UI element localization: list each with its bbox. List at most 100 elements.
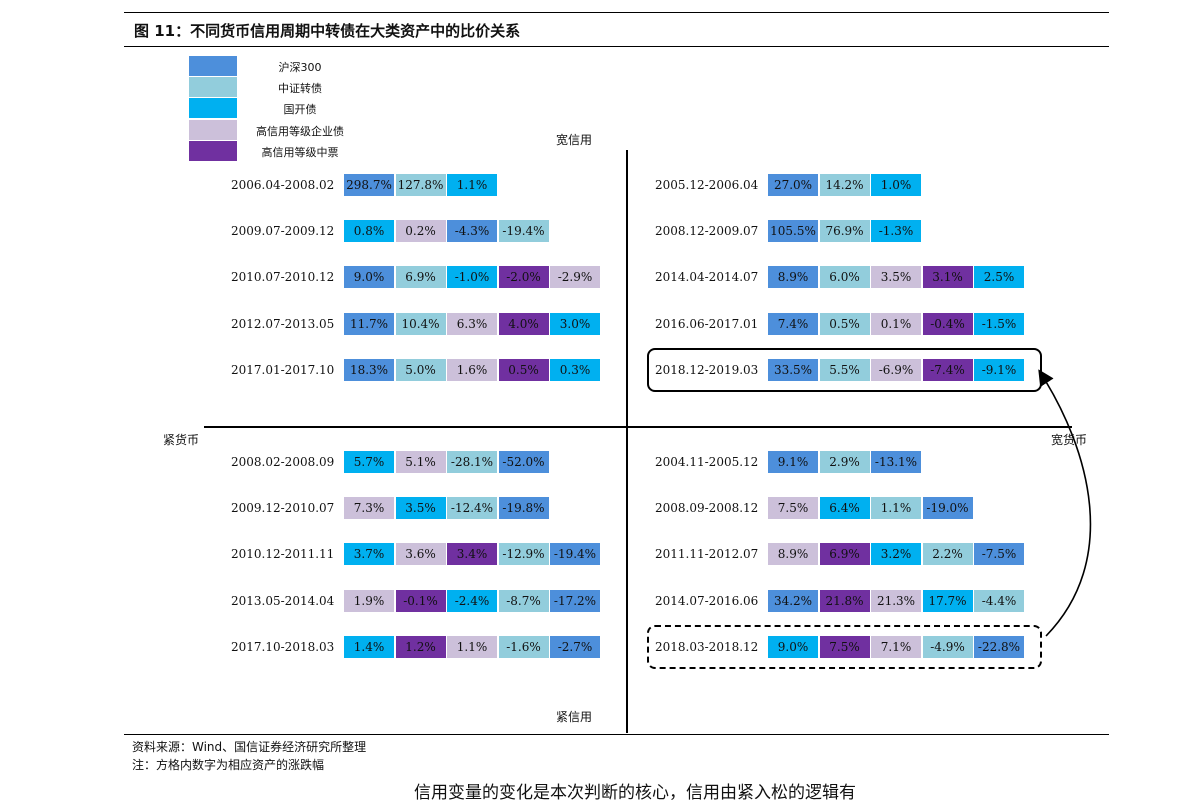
value-cell: 1.1% <box>871 497 921 520</box>
value-cell: -1.6% <box>498 635 549 658</box>
legend-label: 中证转债 <box>278 82 322 96</box>
value-cell: 6.9% <box>395 266 446 289</box>
value-cell: -0.1% <box>395 589 446 612</box>
value-cell: 6.0% <box>819 266 870 289</box>
legend-swatch <box>189 140 237 161</box>
value-cell: -7.4% <box>922 358 973 381</box>
value-cell: 0.2% <box>395 220 446 243</box>
value-cell: 105.5% <box>768 220 818 243</box>
axis-bottom-label: 紧信用 <box>556 710 593 724</box>
value-cell: -2.9% <box>550 266 600 289</box>
value-cell: 21.8% <box>819 589 870 612</box>
period-label: 2014.04-2014.07 <box>655 270 759 285</box>
value-cell: 3.5% <box>871 266 921 289</box>
value-cell: -19.4% <box>498 220 549 243</box>
value-cell: -19.8% <box>498 497 549 520</box>
value-cell: 2.2% <box>922 543 973 566</box>
value-cell: -19.0% <box>922 497 973 520</box>
value-cell: 14.2% <box>819 174 870 196</box>
legend-swatch <box>189 56 237 76</box>
period-label: 2013.05-2014.04 <box>231 593 335 608</box>
value-cell: 3.6% <box>395 543 446 566</box>
value-cell: 76.9% <box>819 220 870 243</box>
period-label: 2018.12-2019.03 <box>655 362 759 377</box>
axis-right-label: 宽货币 <box>1051 433 1088 447</box>
period-label: 2008.02-2008.09 <box>231 455 335 469</box>
value-cell: 0.5% <box>819 312 870 335</box>
value-cell: 8.9% <box>768 266 818 289</box>
period-label: 2009.07-2009.12 <box>231 224 335 239</box>
value-cell: 3.5% <box>395 497 446 520</box>
value-cell: 298.7% <box>344 174 394 196</box>
figure-title: 图 11：不同货币信用周期中转债在大类资产中的比价关系 <box>134 22 521 40</box>
value-cell: 1.2% <box>395 635 446 658</box>
value-cell: 3.7% <box>344 543 394 566</box>
value-cell: 9.0% <box>344 266 394 289</box>
value-cell: 6.3% <box>447 312 497 335</box>
value-cell: 33.5% <box>768 358 818 381</box>
value-cell: 8.9% <box>768 543 818 566</box>
period-label: 2010.12-2011.11 <box>231 547 335 562</box>
legend-label: 国开债 <box>283 103 317 117</box>
value-cell: -0.4% <box>922 312 973 335</box>
title-rule <box>124 46 1109 47</box>
value-cell: 3.0% <box>550 312 600 335</box>
value-cell: -4.9% <box>922 635 973 658</box>
value-cell: -1.0% <box>447 266 497 289</box>
period-label: 2011.11-2012.07 <box>655 547 759 562</box>
legend-swatch <box>189 119 237 140</box>
value-cell: -17.2% <box>550 589 600 612</box>
value-cell: 7.5% <box>768 497 818 520</box>
value-cell: 3.4% <box>447 543 497 566</box>
value-cell: 2.5% <box>974 266 1024 289</box>
value-cell: 3.2% <box>871 543 921 566</box>
value-cell: 11.7% <box>344 312 394 335</box>
value-cell: 1.4% <box>344 635 394 658</box>
value-cell: -12.4% <box>447 497 497 520</box>
value-cell: 1.9% <box>344 589 394 612</box>
value-cell: -12.9% <box>498 543 549 566</box>
period-label: 2016.06-2017.01 <box>655 316 759 331</box>
legend-swatch <box>189 98 237 119</box>
value-cell: 1.1% <box>447 174 497 196</box>
value-cell: -4.3% <box>447 220 497 243</box>
period-label: 2012.07-2013.05 <box>231 316 335 331</box>
horizontal-axis <box>204 426 1072 428</box>
value-cell: 34.2% <box>768 589 818 612</box>
value-cell: 2.9% <box>819 451 870 473</box>
top-rule <box>124 12 1109 13</box>
note-line: 注：方格内数字为相应资产的涨跌幅 <box>132 758 325 772</box>
bottom-rule <box>124 734 1109 735</box>
period-label: 2008.12-2009.07 <box>655 224 759 239</box>
period-label: 2017.01-2017.10 <box>231 362 335 377</box>
highlight-box <box>647 624 1042 669</box>
value-cell: -52.0% <box>498 451 549 473</box>
value-cell: 0.5% <box>498 358 549 381</box>
value-cell: -22.8% <box>974 635 1024 658</box>
period-label: 2005.12-2006.04 <box>655 178 759 192</box>
period-label: 2017.10-2018.03 <box>231 639 335 654</box>
period-label: 2009.12-2010.07 <box>231 501 335 516</box>
value-cell: 9.0% <box>768 635 818 658</box>
value-cell: -1.3% <box>871 220 921 243</box>
value-cell: 5.0% <box>395 358 446 381</box>
value-cell: 4.0% <box>498 312 549 335</box>
legend-label: 沪深300 <box>278 61 322 74</box>
source-line: 资料来源：Wind、国信证券经济研究所整理 <box>132 740 367 754</box>
value-cell: -7.5% <box>974 543 1024 566</box>
axis-left-label: 紧货币 <box>163 433 200 447</box>
value-cell: -2.4% <box>447 589 497 612</box>
value-cell: 5.7% <box>344 451 394 473</box>
value-cell: 1.6% <box>447 358 497 381</box>
value-cell: -6.9% <box>871 358 921 381</box>
value-cell: 6.9% <box>819 543 870 566</box>
value-cell: 10.4% <box>395 312 446 335</box>
value-cell: 7.4% <box>768 312 818 335</box>
value-cell: 0.1% <box>871 312 921 335</box>
value-cell: 17.7% <box>922 589 973 612</box>
vertical-axis <box>626 150 628 733</box>
value-cell: 7.1% <box>871 635 921 658</box>
period-label: 2010.07-2010.12 <box>231 270 335 285</box>
legend-label: 高信用等级企业债 <box>256 124 344 138</box>
